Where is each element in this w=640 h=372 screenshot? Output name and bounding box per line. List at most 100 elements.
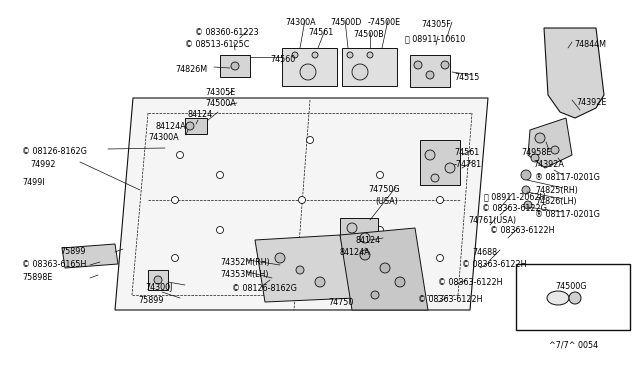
Bar: [516, 264, 630, 330]
Text: © 08363-6122H: © 08363-6122H: [462, 260, 527, 269]
Text: 74992: 74992: [30, 160, 56, 169]
Text: 74515: 74515: [454, 73, 479, 82]
Polygon shape: [62, 244, 118, 268]
Circle shape: [395, 277, 405, 287]
Text: 74560: 74560: [270, 55, 295, 64]
Text: 75899: 75899: [60, 247, 86, 256]
Circle shape: [431, 174, 439, 182]
Text: 74958E: 74958E: [521, 148, 552, 157]
Circle shape: [312, 52, 318, 58]
Circle shape: [352, 64, 368, 80]
Circle shape: [426, 71, 434, 79]
Text: ⓝ 08911-2062H: ⓝ 08911-2062H: [484, 192, 545, 201]
Circle shape: [524, 201, 532, 209]
Text: 74305F: 74305F: [421, 20, 451, 29]
Text: -74500E: -74500E: [368, 18, 401, 27]
Polygon shape: [255, 235, 355, 302]
Text: © 08363-6122H: © 08363-6122H: [418, 295, 483, 304]
Text: 74826(LH): 74826(LH): [535, 197, 577, 206]
Circle shape: [371, 291, 379, 299]
Circle shape: [521, 170, 531, 180]
Bar: [410, 55, 450, 87]
Polygon shape: [115, 98, 488, 310]
Text: ^7/7^ 0054: ^7/7^ 0054: [549, 340, 598, 349]
Circle shape: [216, 227, 223, 234]
Circle shape: [292, 52, 298, 58]
Text: 74300A: 74300A: [148, 133, 179, 142]
Circle shape: [436, 254, 444, 262]
Circle shape: [436, 196, 444, 203]
Text: 74750: 74750: [328, 298, 353, 307]
Text: © 08363-6122H: © 08363-6122H: [438, 278, 502, 287]
Circle shape: [441, 61, 449, 69]
Text: 74500B: 74500B: [353, 30, 384, 39]
Text: 75899: 75899: [138, 296, 163, 305]
Circle shape: [360, 233, 370, 243]
Text: 74826M: 74826M: [175, 65, 207, 74]
Circle shape: [172, 254, 179, 262]
Circle shape: [296, 266, 304, 274]
Text: 74500D: 74500D: [330, 18, 362, 27]
Circle shape: [445, 163, 455, 173]
Circle shape: [177, 151, 184, 158]
Bar: [148, 270, 168, 290]
Text: 74300J: 74300J: [145, 283, 172, 292]
Circle shape: [425, 150, 435, 160]
Bar: [185, 118, 207, 134]
Text: © 08126-8162G: © 08126-8162G: [22, 147, 87, 156]
Bar: [420, 140, 460, 185]
Circle shape: [347, 52, 353, 58]
Text: © 08363-6165H: © 08363-6165H: [22, 260, 86, 269]
Text: © 08360-61223: © 08360-61223: [195, 28, 259, 37]
Polygon shape: [528, 118, 572, 168]
Circle shape: [154, 276, 162, 284]
Text: 74300A: 74300A: [285, 18, 316, 27]
Ellipse shape: [547, 291, 569, 305]
Text: ® 08117-0201G: ® 08117-0201G: [535, 173, 600, 182]
Text: 74392A: 74392A: [533, 160, 564, 169]
Text: 74305E: 74305E: [205, 88, 236, 97]
Circle shape: [186, 122, 194, 130]
Text: 84124A: 84124A: [340, 248, 371, 257]
Circle shape: [531, 154, 539, 162]
Circle shape: [298, 254, 305, 262]
Text: 84124A: 84124A: [156, 122, 187, 131]
Circle shape: [376, 227, 383, 234]
Bar: [340, 218, 378, 246]
Circle shape: [360, 250, 370, 260]
Text: 74844M: 74844M: [574, 40, 606, 49]
Circle shape: [315, 277, 325, 287]
Text: 84124: 84124: [355, 236, 380, 245]
Text: 84124: 84124: [188, 110, 213, 119]
Text: 74750G: 74750G: [368, 185, 399, 194]
Text: 75898E: 75898E: [22, 273, 52, 282]
Text: © 08363-6122G: © 08363-6122G: [482, 204, 547, 213]
Text: 74352M(RH): 74352M(RH): [220, 258, 269, 267]
Text: 74500G: 74500G: [555, 282, 586, 291]
Circle shape: [436, 151, 444, 158]
Text: 74761(USA): 74761(USA): [468, 216, 516, 225]
Polygon shape: [544, 28, 604, 118]
Polygon shape: [340, 228, 428, 310]
Bar: [282, 48, 337, 86]
Text: (USA): (USA): [375, 197, 398, 206]
Bar: [342, 48, 397, 86]
Text: © 08363-6122H: © 08363-6122H: [490, 226, 554, 235]
Text: 74561: 74561: [308, 28, 333, 37]
Text: 74561: 74561: [454, 148, 479, 157]
Text: 74392E: 74392E: [576, 98, 606, 107]
Circle shape: [380, 263, 390, 273]
Circle shape: [347, 223, 357, 233]
Circle shape: [551, 146, 559, 154]
Circle shape: [414, 61, 422, 69]
Text: © 08513-6125C: © 08513-6125C: [185, 40, 250, 49]
Text: 74688: 74688: [472, 248, 497, 257]
Text: 74500A: 74500A: [205, 99, 236, 108]
Circle shape: [300, 64, 316, 80]
Text: 7499I: 7499I: [22, 178, 45, 187]
Circle shape: [535, 133, 545, 143]
Text: ⓝ 08911-10610: ⓝ 08911-10610: [405, 34, 465, 43]
Circle shape: [522, 186, 530, 194]
Circle shape: [376, 171, 383, 179]
Circle shape: [298, 196, 305, 203]
